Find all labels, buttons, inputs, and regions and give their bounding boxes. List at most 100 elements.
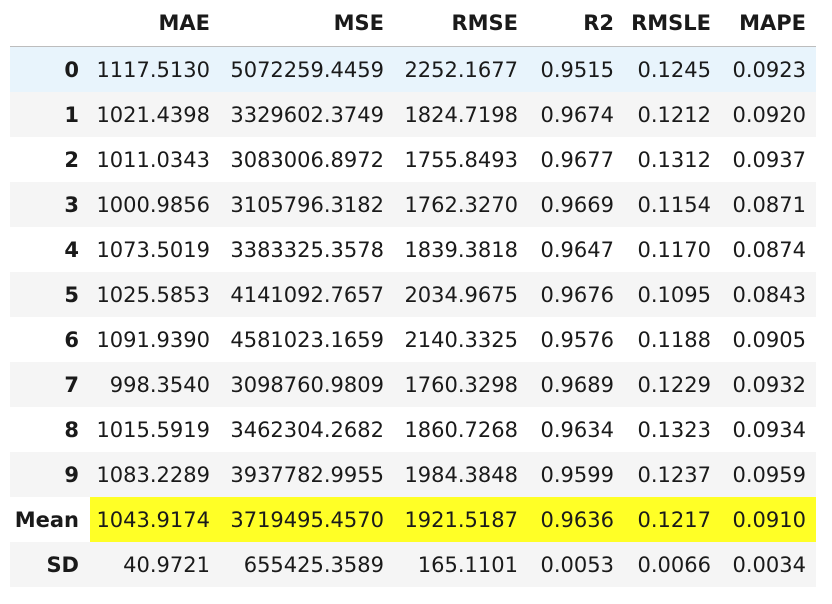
table-cell: 0.9647 [540, 237, 614, 262]
table-cell: 4581023.1659 [230, 327, 384, 352]
table-cell: 1073.5019 [96, 237, 210, 262]
table-row: 3 1000.9856 3105796.3182 1762.3270 0.9669 0.1… [10, 182, 816, 227]
table-cell: 1025.5853 [96, 282, 210, 307]
row-index: 5 [64, 282, 79, 307]
table-cell: 1839.3818 [404, 237, 518, 262]
row-index: 8 [64, 417, 79, 442]
column-header-r2: R2 [528, 0, 624, 47]
table-row: 7 998.3540 3098760.9809 1760.3298 0.9689 0.12… [10, 362, 816, 407]
table-cell: 0.1154 [637, 192, 711, 217]
table-cell: 165.1101 [417, 552, 518, 577]
table-cell: 0.1170 [637, 237, 711, 262]
column-header-mae: MAE [90, 0, 220, 47]
table-cell: 1043.9174 [90, 497, 220, 542]
table-row: 9 1083.2289 3937782.9955 1984.3848 0.9599 0.1… [10, 452, 816, 497]
table-cell: 0.0923 [732, 57, 806, 82]
table-header: MAE MSE RMSE R2 RMSLE MAPE [10, 0, 816, 47]
table-cell: 3098760.9809 [230, 372, 384, 397]
table-cell: 3719495.4570 [220, 497, 394, 542]
table-cell: 3329602.3749 [230, 102, 384, 127]
table-cell: 1091.9390 [96, 327, 210, 352]
table-cell: 0.1217 [624, 497, 721, 542]
table-row: 2 1011.0343 3083006.8972 1755.8493 0.9677 0.1… [10, 137, 816, 182]
table-cell: 0.1323 [637, 417, 711, 442]
table-row: 5 1025.5853 4141092.7657 2034.9675 0.9676 0.1… [10, 272, 816, 317]
row-index: 1 [64, 102, 79, 127]
table-cell: 0.9674 [540, 102, 614, 127]
table-cell: 0.9669 [540, 192, 614, 217]
table-cell: 2140.3325 [404, 327, 518, 352]
row-index: Mean [14, 507, 79, 532]
table-cell: 1860.7268 [404, 417, 518, 442]
table-cell: 2252.1677 [404, 57, 518, 82]
table-cell: 0.1245 [637, 57, 711, 82]
table-cell: 0.1188 [637, 327, 711, 352]
table-cell: 0.9599 [540, 462, 614, 487]
table-cell: 1015.5919 [96, 417, 210, 442]
table-cell: 1011.0343 [96, 147, 210, 172]
table-cell: 1760.3298 [404, 372, 518, 397]
table-cell: 0.1095 [637, 282, 711, 307]
table-cell: 0.0910 [721, 497, 816, 542]
table-cell: 0.0066 [637, 552, 711, 577]
table-cell: 0.9689 [540, 372, 614, 397]
table-cell: 0.9677 [540, 147, 614, 172]
column-header-rmse: RMSE [394, 0, 528, 47]
row-index: 6 [64, 327, 79, 352]
table-cell: 0.0905 [732, 327, 806, 352]
table-cell: 1984.3848 [404, 462, 518, 487]
row-index: 2 [64, 147, 79, 172]
table-cell: 0.0959 [732, 462, 806, 487]
table-cell: 1000.9856 [96, 192, 210, 217]
table-cell: 0.0932 [732, 372, 806, 397]
table-cell: 1762.3270 [404, 192, 518, 217]
row-index: 9 [64, 462, 79, 487]
table-cell: 0.1312 [637, 147, 711, 172]
table-cell: 0.9676 [540, 282, 614, 307]
table-row: 1 1021.4398 3329602.3749 1824.7198 0.9674 0.1… [10, 92, 816, 137]
table-cell: 0.0034 [732, 552, 806, 577]
table-cell: 0.9515 [540, 57, 614, 82]
table-cell: 3462304.2682 [230, 417, 384, 442]
row-index: 7 [64, 372, 79, 397]
table-row: SD 40.9721 655425.3589 165.1101 0.0053 0.0066… [10, 542, 816, 587]
table-row: Mean 1043.9174 3719495.4570 1921.5187 0.9636… [10, 497, 816, 542]
table-cell: 0.1212 [637, 102, 711, 127]
row-index: 0 [64, 57, 79, 82]
table-cell: 0.0934 [732, 417, 806, 442]
column-header-mape: MAPE [721, 0, 816, 47]
table-cell: 998.3540 [109, 372, 210, 397]
table-cell: 0.0874 [732, 237, 806, 262]
table-cell: 1824.7198 [404, 102, 518, 127]
table-cell: 1083.2289 [96, 462, 210, 487]
table-cell: 0.1237 [637, 462, 711, 487]
table-cell: 0.0871 [732, 192, 806, 217]
table-cell: 0.0843 [732, 282, 806, 307]
table-cell: 0.9634 [540, 417, 614, 442]
table-cell: 0.9636 [528, 497, 624, 542]
index-header [10, 0, 90, 47]
table-cell: 3083006.8972 [230, 147, 384, 172]
table-cell: 0.1229 [637, 372, 711, 397]
metrics-table: MAE MSE RMSE R2 RMSLE MAPE 0 1117.5130 507… [10, 0, 816, 587]
table-row: 0 1117.5130 5072259.4459 2252.1677 0.9515 0.1… [10, 46, 816, 92]
row-index: SD [46, 552, 79, 577]
table-body: 0 1117.5130 5072259.4459 2252.1677 0.9515 0.1… [10, 46, 816, 587]
table-cell: 0.0937 [732, 147, 806, 172]
table-cell: 1021.4398 [96, 102, 210, 127]
table-cell: 0.0053 [540, 552, 614, 577]
row-index: 3 [64, 192, 79, 217]
table-cell: 3937782.9955 [230, 462, 384, 487]
row-index: 4 [64, 237, 79, 262]
table-cell: 1755.8493 [404, 147, 518, 172]
table-row: 4 1073.5019 3383325.3578 1839.3818 0.9647 0.1… [10, 227, 816, 272]
table-cell: 1117.5130 [96, 57, 210, 82]
table-cell: 3105796.3182 [230, 192, 384, 217]
table-cell: 0.9576 [540, 327, 614, 352]
table-cell: 4141092.7657 [230, 282, 384, 307]
table-cell: 1921.5187 [394, 497, 528, 542]
table-cell: 5072259.4459 [230, 57, 384, 82]
table-row: 6 1091.9390 4581023.1659 2140.3325 0.9576 0.1… [10, 317, 816, 362]
column-header-mse: MSE [220, 0, 394, 47]
table-cell: 655425.3589 [243, 552, 384, 577]
